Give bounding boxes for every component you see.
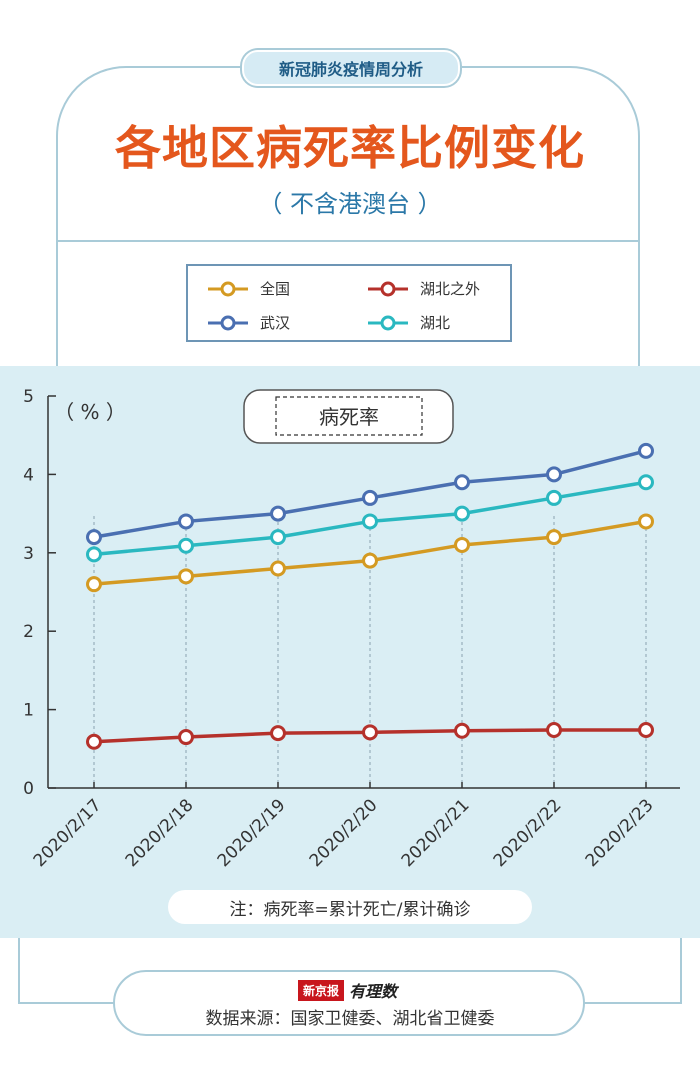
chart-note: 注：病死率=累计死亡/累计确诊 — [168, 890, 532, 924]
data-point-series-2 — [270, 505, 286, 522]
data-point-series-1 — [178, 729, 194, 746]
data-point-series-1 — [362, 724, 378, 741]
data-point-series-2 — [454, 474, 470, 491]
y-tick-label: 0 — [23, 779, 34, 799]
data-point-series-2 — [546, 466, 562, 483]
data-point-series-0 — [638, 513, 654, 530]
legend-label-quanguo: 全国 — [260, 280, 291, 298]
data-point-series-0 — [270, 560, 286, 577]
page-title: 各地区病死率比例变化 — [115, 121, 585, 175]
data-source: 数据来源：国家卫健委、湖北省卫健委 — [205, 1009, 495, 1029]
data-point-series-3 — [178, 537, 194, 554]
y-tick-label: 1 — [23, 701, 34, 721]
data-point-series-3 — [86, 546, 102, 563]
data-point-series-1 — [270, 725, 286, 742]
brand-logo-red: 新京报 — [298, 979, 345, 1001]
x-tick-label: 2020/2/18 — [122, 795, 198, 871]
data-point-series-1 — [638, 721, 654, 738]
data-point-series-0 — [178, 568, 194, 585]
legend-label-hubei: 湖北 — [420, 314, 451, 332]
chart-panel — [0, 366, 700, 938]
data-point-series-2 — [638, 442, 654, 459]
data-point-series-2 — [178, 513, 194, 530]
data-point-series-0 — [454, 536, 470, 553]
legend-swatch-hubei-outside-icon — [368, 281, 408, 296]
data-point-series-1 — [86, 733, 102, 750]
brand-logo: 新京报 有理数 — [298, 978, 397, 1002]
chart-unit-label: （ % ） — [54, 400, 126, 424]
data-point-series-3 — [454, 505, 470, 522]
y-tick-label: 5 — [23, 387, 34, 407]
data-point-series-0 — [362, 552, 378, 569]
legend-label-wuhan: 武汉 — [260, 314, 291, 332]
x-tick-label: 2020/2/20 — [306, 795, 382, 871]
chart-legend: 全国 湖北之外 武汉 湖北 — [186, 264, 512, 342]
x-tick-label: 2020/2/21 — [398, 795, 474, 871]
legend-swatch-quanguo-icon — [208, 281, 248, 296]
y-tick-label: 2 — [23, 622, 34, 642]
data-point-series-3 — [362, 513, 378, 530]
x-tick-label: 2020/2/23 — [582, 795, 658, 871]
source-box — [113, 970, 585, 1036]
data-point-series-2 — [86, 529, 102, 546]
legend-item-hubei: 湖北 — [368, 312, 450, 333]
data-point-series-2 — [362, 489, 378, 506]
brand-logo-ink: 有理数 — [349, 982, 398, 1001]
page-subtitle: （ 不含港澳台 ） — [258, 190, 442, 218]
legend-label-hubei-outside: 湖北之外 — [420, 280, 481, 298]
y-tick-label: 3 — [23, 544, 34, 564]
legend-swatch-wuhan-icon — [208, 315, 248, 330]
legend-item-wuhan: 武汉 — [208, 312, 290, 333]
chart-plot — [86, 442, 654, 750]
data-point-series-3 — [546, 489, 562, 506]
x-tick-label: 2020/2/19 — [214, 795, 290, 871]
x-tick-label: 2020/2/22 — [490, 795, 566, 871]
y-tick-label: 4 — [23, 465, 34, 485]
legend-item-hubei-outside: 湖北之外 — [368, 278, 480, 299]
legend-item-quanguo: 全国 — [208, 278, 290, 299]
data-point-series-0 — [86, 576, 102, 593]
data-point-series-1 — [546, 721, 562, 738]
data-point-series-3 — [270, 529, 286, 546]
chart-label: 病死率 — [319, 405, 379, 429]
section-tag: 新冠肺炎疫情周分析 — [242, 50, 460, 86]
chart-label-dashed-box — [275, 396, 423, 436]
header-divider — [56, 240, 640, 242]
x-tick-label: 2020/2/17 — [30, 795, 106, 871]
legend-swatch-hubei-icon — [368, 315, 408, 330]
data-point-series-3 — [638, 474, 654, 491]
data-point-series-1 — [454, 722, 470, 739]
data-point-series-0 — [546, 529, 562, 546]
chart-label-box — [243, 389, 454, 444]
